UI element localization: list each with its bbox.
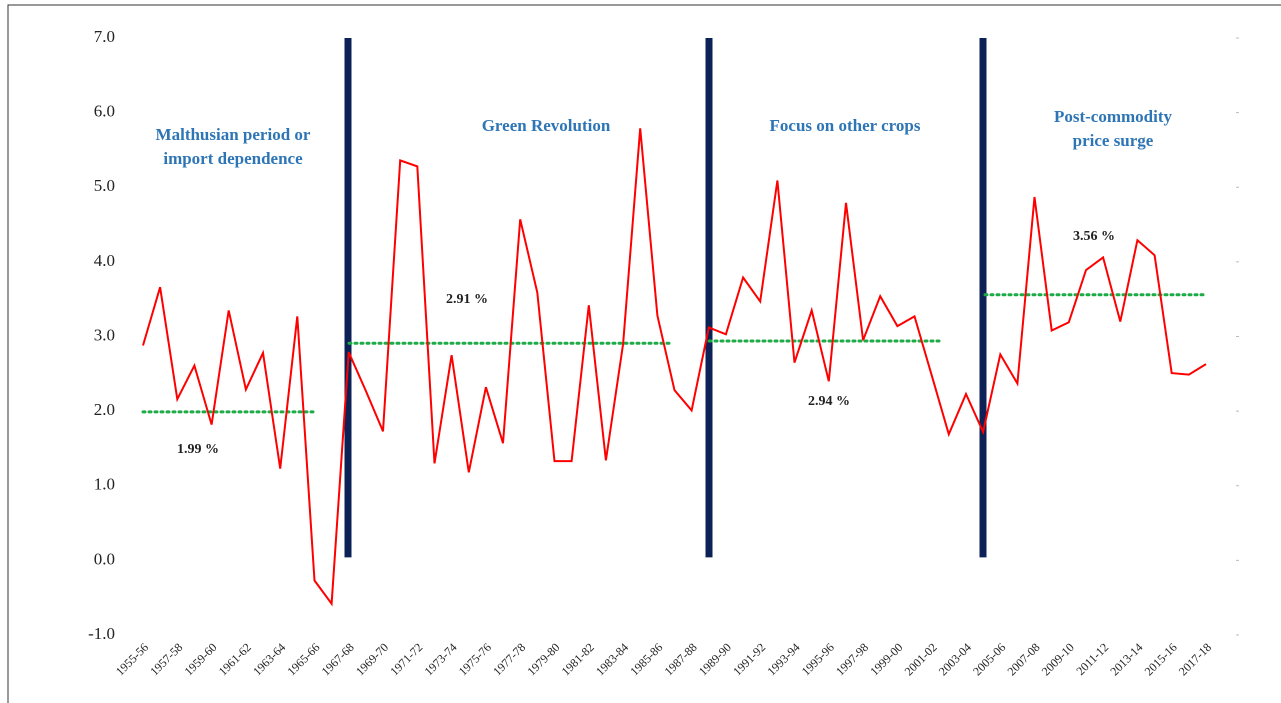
x-tick-label: 1961-62 [216,640,254,678]
x-tick-label: 1983-84 [593,640,631,678]
period-title: Malthusian period or [156,125,311,144]
y-tick-label: 5.0 [94,176,115,195]
x-tick-label: 2015-16 [1142,640,1180,678]
x-tick-label: 1965-66 [284,640,322,678]
y-tick-label: 6.0 [94,102,115,121]
x-tick-label: 2011-12 [1073,640,1111,678]
period-title: import dependence [163,149,303,168]
x-tick-label: 1973-74 [421,640,459,678]
x-tick-label: 1977-78 [490,640,528,678]
period-divider [705,38,713,558]
average-label: 1.99 % [177,442,219,457]
x-tick-label: 1957-58 [147,640,185,678]
x-tick-label: 1979-80 [524,640,562,678]
x-tick-label: 1971-72 [387,640,425,678]
period-divider [344,38,352,558]
average-label: 2.91 % [446,292,488,307]
x-tick-label: 1985-86 [627,640,665,678]
period-title: price surge [1073,131,1154,150]
x-tick-label: 2001-02 [902,640,940,678]
average-label: 2.94 % [808,394,850,409]
x-tick-label: 2003-04 [936,640,974,678]
x-tick-label: 1967-68 [319,640,357,678]
x-tick-label: 2013-14 [1107,640,1145,678]
x-tick-label: 2017-18 [1176,640,1214,678]
x-tick-label: 1975-76 [456,640,494,678]
average-label: 3.56 % [1073,229,1115,244]
data-line [142,128,1207,607]
x-tick-label: 1997-98 [833,640,871,678]
y-tick-label: 2.0 [94,400,115,419]
x-tick-label: 1959-60 [181,640,219,678]
period-divider [979,38,987,558]
x-tick-label: 1995-96 [799,640,837,678]
x-tick-label: 2007-08 [1004,640,1042,678]
x-tick-label: 1963-64 [250,640,288,678]
x-tick-label: 2009-10 [1039,640,1077,678]
x-tick-label: 1991-92 [730,640,768,678]
y-tick-label: 3.0 [94,325,115,344]
x-tick-label: 2005-06 [970,640,1008,678]
x-tick-label: 1987-88 [662,640,700,678]
x-tick-label: 1955-56 [113,640,151,678]
y-tick-label: 1.0 [94,475,115,494]
frame [7,4,1281,703]
x-tick-label: 1981-82 [559,640,597,678]
period-title: Post-commodity [1054,107,1173,126]
y-tick-label: 4.0 [94,251,115,270]
x-tick-label: 1993-94 [764,640,802,678]
x-tick-label: 1969-70 [353,640,391,678]
x-tick-label: 1989-90 [696,640,734,678]
y-tick-label: 0.0 [94,549,115,568]
y-tick-label: 7.0 [94,27,115,46]
y-tick-label: -1.0 [88,624,115,643]
x-tick-label: 1999-00 [867,640,905,678]
period-title: Focus on other crops [770,116,921,135]
period-title: Green Revolution [482,116,611,135]
